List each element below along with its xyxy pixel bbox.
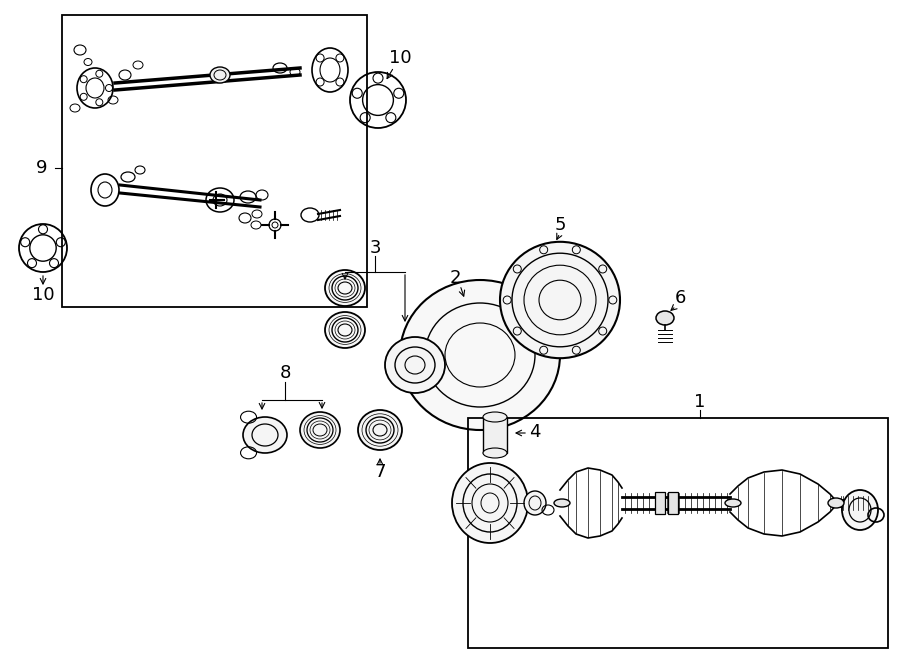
- Bar: [483, 417, 507, 453]
- Bar: [468, 418, 888, 648]
- Ellipse shape: [524, 491, 546, 515]
- Text: 4: 4: [529, 423, 541, 441]
- Text: 1: 1: [694, 393, 706, 411]
- Ellipse shape: [210, 67, 230, 83]
- Ellipse shape: [656, 311, 674, 325]
- Text: 6: 6: [674, 289, 686, 307]
- Ellipse shape: [325, 312, 365, 348]
- Ellipse shape: [828, 498, 844, 508]
- Ellipse shape: [452, 463, 528, 543]
- Bar: [655, 492, 665, 514]
- Text: 7: 7: [374, 463, 386, 481]
- Text: 3: 3: [369, 239, 381, 257]
- Text: 10: 10: [389, 49, 411, 67]
- Ellipse shape: [725, 499, 741, 507]
- Ellipse shape: [385, 337, 445, 393]
- Ellipse shape: [325, 270, 365, 306]
- Ellipse shape: [243, 417, 287, 453]
- Ellipse shape: [300, 412, 340, 448]
- Text: 10: 10: [32, 286, 54, 304]
- Text: 9: 9: [36, 159, 48, 177]
- Ellipse shape: [358, 410, 402, 450]
- Bar: [668, 492, 678, 514]
- Ellipse shape: [483, 448, 507, 458]
- Bar: [62, 15, 367, 307]
- Ellipse shape: [500, 242, 620, 358]
- Ellipse shape: [400, 280, 560, 430]
- Text: 5: 5: [554, 216, 566, 234]
- Text: 8: 8: [279, 364, 291, 382]
- Text: 2: 2: [449, 269, 461, 287]
- Ellipse shape: [483, 412, 507, 422]
- Ellipse shape: [842, 490, 878, 530]
- Ellipse shape: [554, 499, 570, 507]
